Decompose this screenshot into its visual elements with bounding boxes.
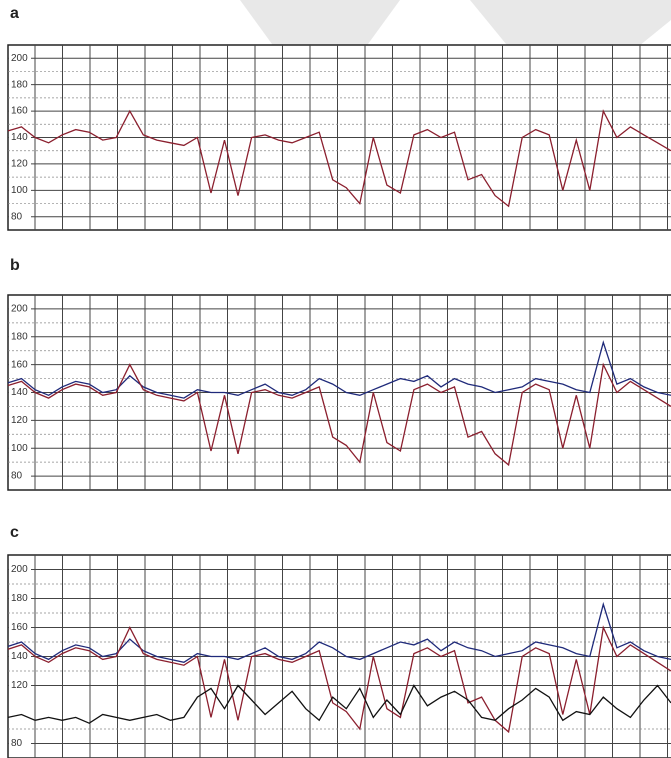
tick-label-bg [9, 621, 31, 634]
y-tick-label: 120 [11, 415, 28, 426]
y-tick-label: 160 [11, 622, 28, 633]
y-tick-label: 80 [11, 738, 23, 749]
trace [7, 362, 671, 467]
tick-label-bg [9, 184, 31, 197]
y-tick-label: 120 [11, 680, 28, 691]
panel-title: a [10, 5, 19, 22]
tick-label-bg [9, 442, 31, 455]
y-tick-label: 200 [11, 53, 28, 64]
y-tick-label: 100 [11, 185, 28, 196]
tick-label-bg [9, 210, 31, 223]
tick-label-bg [9, 157, 31, 170]
tick-label-bg [9, 302, 31, 315]
y-tick-label: 140 [11, 387, 28, 398]
y-tick-label: 180 [11, 331, 28, 342]
y-tick-label: 180 [11, 593, 28, 604]
tick-label-bg [9, 358, 31, 371]
y-tick-label: 140 [11, 651, 28, 662]
tick-label-bg [9, 330, 31, 343]
tick-label-bg [9, 386, 31, 399]
trace [7, 109, 671, 208]
tick-label-bg [9, 737, 31, 750]
tick-label-bg [9, 679, 31, 692]
trace [7, 625, 671, 734]
y-tick-label: 160 [11, 106, 28, 117]
tick-label-bg [9, 131, 31, 144]
y-tick-label: 140 [11, 132, 28, 143]
tick-label-bg [9, 563, 31, 576]
y-tick-label: 200 [11, 564, 28, 575]
tick-label-bg [9, 650, 31, 663]
tick-label-bg [9, 52, 31, 65]
tick-label-bg [9, 78, 31, 91]
y-tick-label: 80 [11, 211, 23, 222]
tick-label-bg [9, 105, 31, 118]
tick-label-bg [9, 470, 31, 483]
tick-label-bg [9, 592, 31, 605]
tick-label-bg [9, 414, 31, 427]
y-tick-label: 120 [11, 159, 28, 170]
y-tick-label: 160 [11, 359, 28, 370]
trace [7, 684, 671, 724]
y-tick-label: 80 [11, 471, 23, 482]
y-tick-label: 180 [11, 79, 28, 90]
panel-title: c [10, 524, 19, 541]
y-tick-label: 200 [11, 304, 28, 315]
panel-title: b [10, 257, 20, 274]
y-tick-label: 100 [11, 443, 28, 454]
